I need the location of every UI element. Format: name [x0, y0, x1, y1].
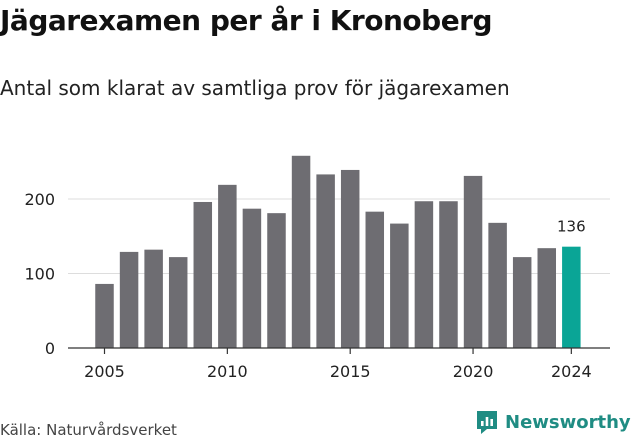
- newsworthy-logo-icon: [477, 411, 497, 434]
- bar-2024: [562, 246, 581, 348]
- bar-2022: [512, 257, 532, 348]
- bars: [95, 155, 581, 348]
- bar-2010: [218, 184, 237, 348]
- bar-2012: [267, 213, 286, 348]
- axes: 0 100 200 2005 2010 2015 2020 2024: [24, 190, 610, 381]
- bar-2011: [242, 208, 262, 348]
- bar-2023: [537, 248, 557, 348]
- bar-2019: [439, 201, 458, 348]
- bar-2020: [463, 175, 483, 348]
- bar-2015: [340, 169, 360, 348]
- source-note: Källa: Naturvårdsverket: [0, 421, 177, 439]
- brand-logo: Newsworthy: [475, 407, 631, 437]
- data-label-2024: 136: [557, 218, 586, 236]
- y-tick-label: 200: [24, 190, 55, 209]
- brand-name: Newsworthy: [505, 411, 631, 433]
- chart-title: Jägarexamen per år i Kronoberg: [0, 4, 493, 37]
- x-tick-label: 2015: [330, 362, 371, 381]
- x-tick-label: 2005: [84, 362, 125, 381]
- bar-2017: [390, 223, 409, 348]
- y-tick-label: 0: [45, 339, 55, 358]
- data-labels: 136: [557, 218, 586, 236]
- bar-2008: [168, 257, 188, 348]
- bar-2009: [193, 201, 213, 348]
- x-tick-label: 2010: [207, 362, 248, 381]
- chart-subtitle: Antal som klarat av samtliga prov för jä…: [0, 76, 510, 100]
- bar-2021: [488, 222, 507, 348]
- bar-2007: [144, 249, 163, 348]
- bar-2018: [414, 201, 434, 348]
- bar-2016: [365, 211, 385, 348]
- y-tick-label: 100: [24, 265, 55, 284]
- x-tick-label: 2024: [551, 362, 592, 381]
- bar-2005: [95, 283, 114, 348]
- x-tick-label: 2020: [453, 362, 494, 381]
- bar-2014: [316, 174, 335, 348]
- bar-2013: [291, 155, 311, 348]
- bar-2006: [119, 251, 139, 348]
